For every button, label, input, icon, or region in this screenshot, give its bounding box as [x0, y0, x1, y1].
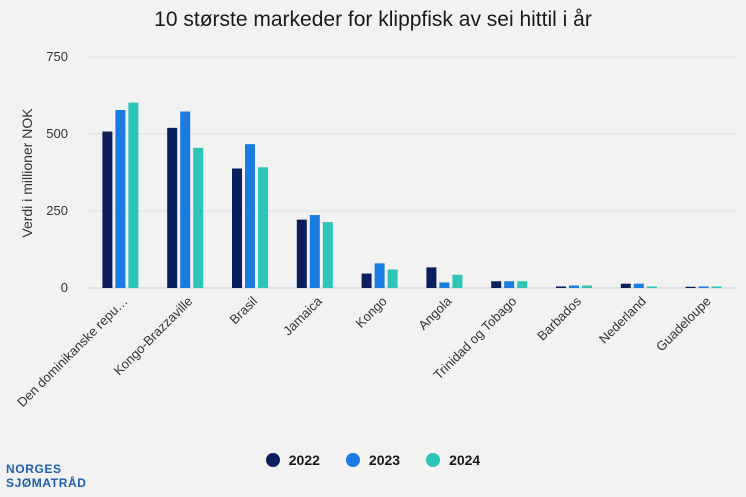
- bar-2024: [387, 269, 398, 288]
- bar-2022: [232, 168, 242, 288]
- bar-2023: [180, 111, 191, 289]
- bar-2023: [374, 263, 385, 288]
- legend-label: 2023: [368, 452, 401, 468]
- y-axis-label: Verdi i millioner NOK: [19, 108, 35, 238]
- legend-dot-icon: [265, 453, 280, 467]
- bar-2022: [426, 267, 437, 288]
- category-label: Kongo: [353, 294, 390, 331]
- bar-2024: [193, 147, 204, 288]
- bar-2023: [245, 144, 255, 288]
- bar-2024: [646, 286, 657, 288]
- category-label: Angola: [415, 293, 455, 333]
- bar-2023: [309, 215, 320, 288]
- bar-2022: [491, 281, 502, 288]
- bar-2024: [582, 285, 592, 288]
- norges-sjomatrad-logo: NORGES SJØMATRÅD: [6, 462, 87, 490]
- bar-2024: [452, 274, 463, 288]
- bar-2022: [556, 286, 566, 288]
- chart-title: 10 største markeder for klippfisk av sei…: [154, 8, 592, 31]
- bar-2023: [633, 283, 644, 288]
- legend: 2022 2023 2024: [0, 452, 746, 468]
- logo-line-2: SJØMATRÅD: [6, 476, 87, 490]
- bar-2024: [128, 102, 139, 288]
- category-label: Barbados: [534, 293, 584, 343]
- x-axis-labels: Den dominikanske repu…Kongo-Brazzaville B…: [14, 293, 714, 410]
- y-tick-label: 0: [61, 280, 68, 295]
- bar-2023: [698, 286, 709, 288]
- bar-2023: [504, 281, 515, 288]
- logo-line-1: NORGES: [6, 462, 62, 476]
- legend-label: 2022: [288, 452, 320, 468]
- y-tick-label: 750: [46, 49, 68, 64]
- bar-2024: [322, 222, 333, 288]
- legend-item-2023[interactable]: 2023: [345, 452, 401, 468]
- bar-2024: [258, 167, 268, 288]
- legend-dot-icon: [345, 453, 360, 467]
- bar-2023: [115, 109, 126, 288]
- legend-item-2024[interactable]: 2024: [426, 452, 480, 468]
- bar-2024: [711, 286, 722, 288]
- bar-2022: [620, 283, 631, 288]
- category-label: Nederland: [596, 294, 649, 347]
- legend-dot-icon: [426, 453, 441, 467]
- category-label: Jamaica: [280, 293, 325, 338]
- category-label: Brasil: [227, 293, 261, 327]
- bar-2022: [685, 286, 696, 288]
- bar-2022: [102, 131, 113, 288]
- y-tick-label: 250: [46, 203, 68, 218]
- category-label: Den dominikanske repu…: [14, 294, 130, 410]
- bar-2022: [167, 127, 178, 288]
- bar-2023: [569, 285, 579, 288]
- legend-label: 2024: [449, 452, 481, 468]
- bars: [102, 102, 722, 289]
- category-label: Guadeloupe: [653, 294, 714, 355]
- y-axis-ticks: 0 250 500 750: [46, 49, 68, 295]
- bar-2022: [361, 273, 372, 288]
- bar-2024: [517, 281, 528, 288]
- y-tick-label: 500: [46, 126, 68, 141]
- bar-2023: [439, 282, 450, 288]
- bar-2022: [296, 219, 307, 288]
- legend-item-2022[interactable]: 2022: [265, 452, 320, 468]
